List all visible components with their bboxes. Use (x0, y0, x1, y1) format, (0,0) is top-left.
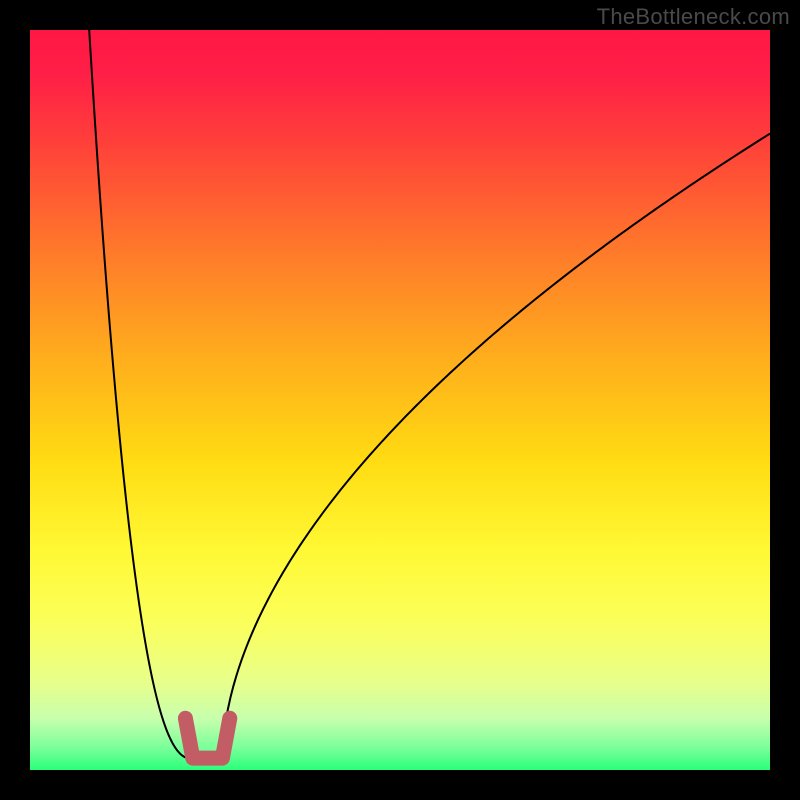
chart-background (30, 30, 770, 770)
bottleneck-chart (0, 0, 800, 800)
watermark-text: TheBottleneck.com (597, 4, 790, 30)
